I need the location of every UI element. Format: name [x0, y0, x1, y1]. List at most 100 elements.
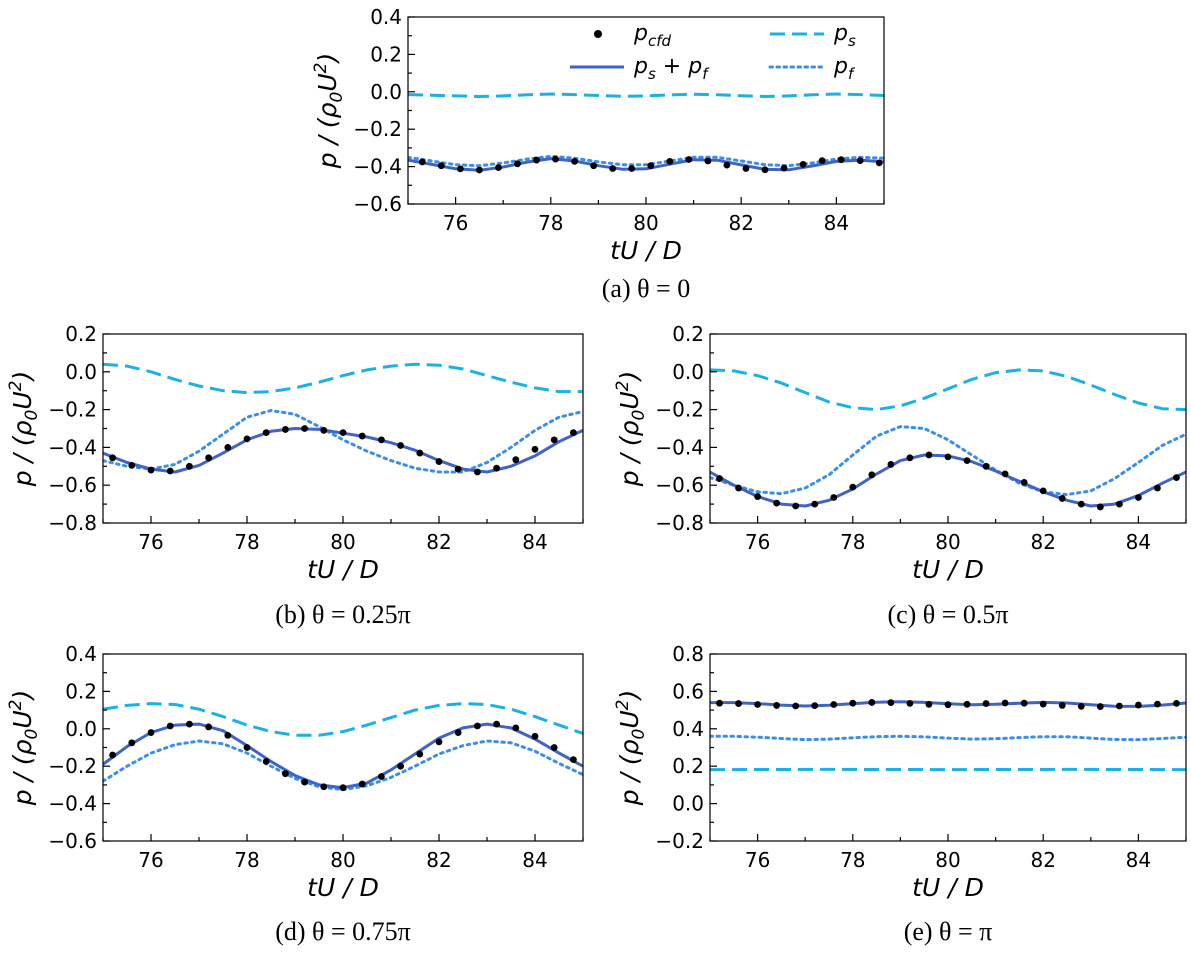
y-tick-label: 0.4: [65, 642, 97, 666]
data-point-d-8: [262, 758, 270, 765]
y-tick-label: −0.8: [48, 511, 97, 535]
y-tick-label: 0.0: [672, 792, 704, 816]
x-tick-label: 76: [745, 530, 770, 554]
data-point-b-9: [282, 426, 289, 433]
legend: pcfd ps ps + pf pf: [570, 21, 856, 83]
panel-caption: (a) θ = 0: [602, 274, 690, 303]
panel-caption: (e) θ = π: [904, 917, 993, 946]
data-point-b-13: [358, 432, 366, 440]
y-axis-label: p / (ρ0U2): [613, 690, 649, 807]
y-tick-label: 0.4: [370, 5, 402, 29]
x-tick-label: 82: [426, 848, 451, 872]
x-tick-label: 84: [1126, 848, 1151, 872]
data-point-a-3: [476, 166, 483, 174]
data-point-b-4: [186, 462, 193, 470]
data-point-c-19: [1077, 500, 1085, 508]
data-point-c-24: [1173, 474, 1180, 482]
data-point-c-7: [849, 483, 857, 491]
y-tick-label: 0.0: [65, 360, 97, 384]
data-point-b-0: [109, 454, 116, 462]
data-point-c-15: [1001, 470, 1009, 478]
x-axis-label: tU / D: [610, 236, 682, 265]
data-point-e-19: [1077, 702, 1085, 710]
data-point-d-11: [320, 783, 328, 791]
x-tick-label: 80: [935, 848, 960, 872]
x-axis-label: tU / D: [307, 555, 379, 584]
y-axis-label: p / (ρ0U2): [311, 53, 347, 170]
data-point-c-1: [735, 484, 742, 492]
data-point-c-6: [830, 494, 838, 501]
data-point-e-20: [1096, 703, 1104, 710]
data-point-d-21: [512, 724, 520, 732]
data-point-a-9: [590, 162, 598, 170]
data-point-c-0: [716, 475, 723, 482]
data-point-d-23: [550, 744, 558, 751]
data-point-b-22: [531, 445, 539, 453]
data-point-a-1: [437, 162, 445, 170]
data-point-b-12: [339, 429, 347, 437]
legend-label: pf: [833, 54, 856, 83]
data-point-c-20: [1096, 503, 1104, 511]
panel-caption: (c) θ = 0.5π: [887, 600, 1008, 629]
data-point-d-5: [205, 723, 213, 731]
data-point-a-7: [552, 155, 559, 163]
legend-label: ps + pf: [633, 54, 710, 83]
legend-label: pcfd: [633, 21, 671, 50]
data-point-e-1: [735, 700, 742, 707]
data-point-e-12: [944, 701, 952, 709]
x-axis-label: tU / D: [912, 555, 984, 584]
data-point-a-19: [780, 164, 788, 172]
y-tick-label: 0.0: [370, 80, 402, 104]
x-tick-label: 84: [824, 211, 849, 235]
x-tick-label: 78: [538, 211, 563, 235]
data-point-d-10: [301, 778, 308, 786]
y-tick-label: 0.2: [65, 322, 97, 346]
data-point-d-13: [358, 780, 366, 788]
data-point-e-5: [811, 702, 819, 710]
series-line-dashed-a: [408, 92, 884, 98]
y-tick-label: −0.6: [655, 473, 704, 497]
data-point-b-23: [550, 436, 558, 444]
series-line-dotted-e: [710, 734, 1186, 742]
y-tick-label: −0.2: [353, 117, 402, 141]
y-tick-label: −0.6: [48, 829, 97, 853]
data-point-d-20: [493, 720, 500, 728]
y-tick-label: 0.0: [65, 717, 97, 741]
y-tick-label: 0.2: [65, 679, 97, 703]
data-point-e-0: [716, 699, 723, 707]
y-tick-label: −0.2: [655, 829, 704, 853]
data-point-d-3: [166, 722, 174, 730]
y-axis-label: p / (ρ0U2): [6, 371, 42, 488]
data-point-d-9: [282, 770, 289, 778]
data-point-e-13: [963, 700, 971, 708]
data-point-b-24: [570, 429, 577, 437]
series-line-solid-c: [710, 453, 1186, 508]
data-point-e-10: [906, 699, 914, 707]
data-point-e-9: [887, 699, 895, 707]
data-point-b-17: [435, 458, 443, 465]
data-point-c-22: [1135, 494, 1142, 501]
data-point-e-22: [1135, 701, 1142, 709]
x-tick-label: 84: [522, 530, 547, 554]
y-axis-label: p / (ρ0U2): [613, 371, 649, 488]
data-point-c-2: [754, 493, 761, 500]
x-tick-label: 78: [840, 848, 865, 872]
data-point-e-14: [982, 700, 990, 707]
data-point-e-23: [1154, 700, 1161, 708]
data-point-c-23: [1154, 484, 1161, 492]
x-tick-label: 80: [330, 848, 355, 872]
data-point-a-5: [514, 160, 521, 168]
data-point-a-22: [837, 156, 845, 164]
data-point-a-6: [533, 156, 540, 164]
data-point-a-11: [628, 165, 636, 172]
data-point-b-16: [416, 449, 424, 457]
data-point-b-7: [243, 435, 251, 443]
y-tick-label: −0.2: [48, 754, 97, 778]
y-tick-label: −0.4: [48, 792, 97, 816]
data-point-a-18: [761, 166, 769, 174]
x-tick-label: 82: [728, 211, 753, 235]
x-axis-label: tU / D: [912, 873, 984, 902]
data-point-d-24: [570, 756, 577, 764]
data-point-b-5: [205, 454, 213, 462]
